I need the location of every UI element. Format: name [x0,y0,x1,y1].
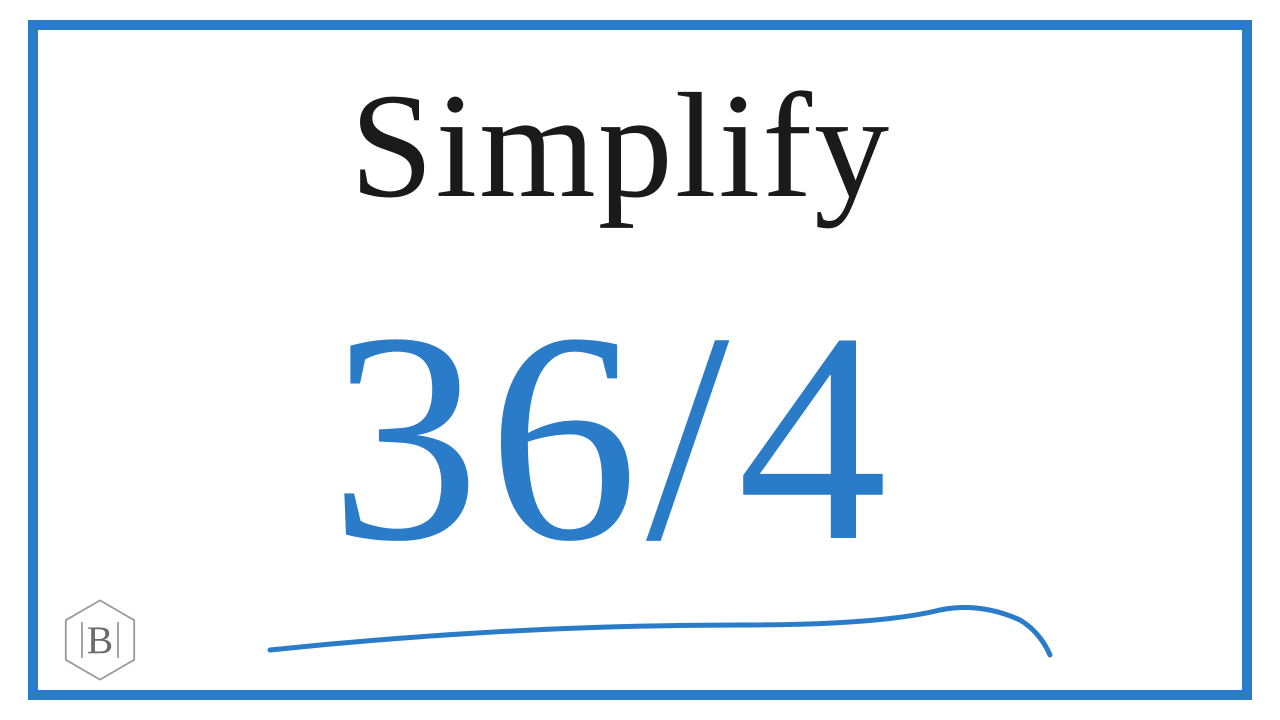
fraction-text: 36/4 [330,265,895,610]
channel-logo: B [55,595,145,685]
swoosh-path [270,608,1050,655]
underline-swoosh [260,600,1060,670]
logo-letter: B [87,618,113,662]
title-text: Simplify [350,60,891,232]
